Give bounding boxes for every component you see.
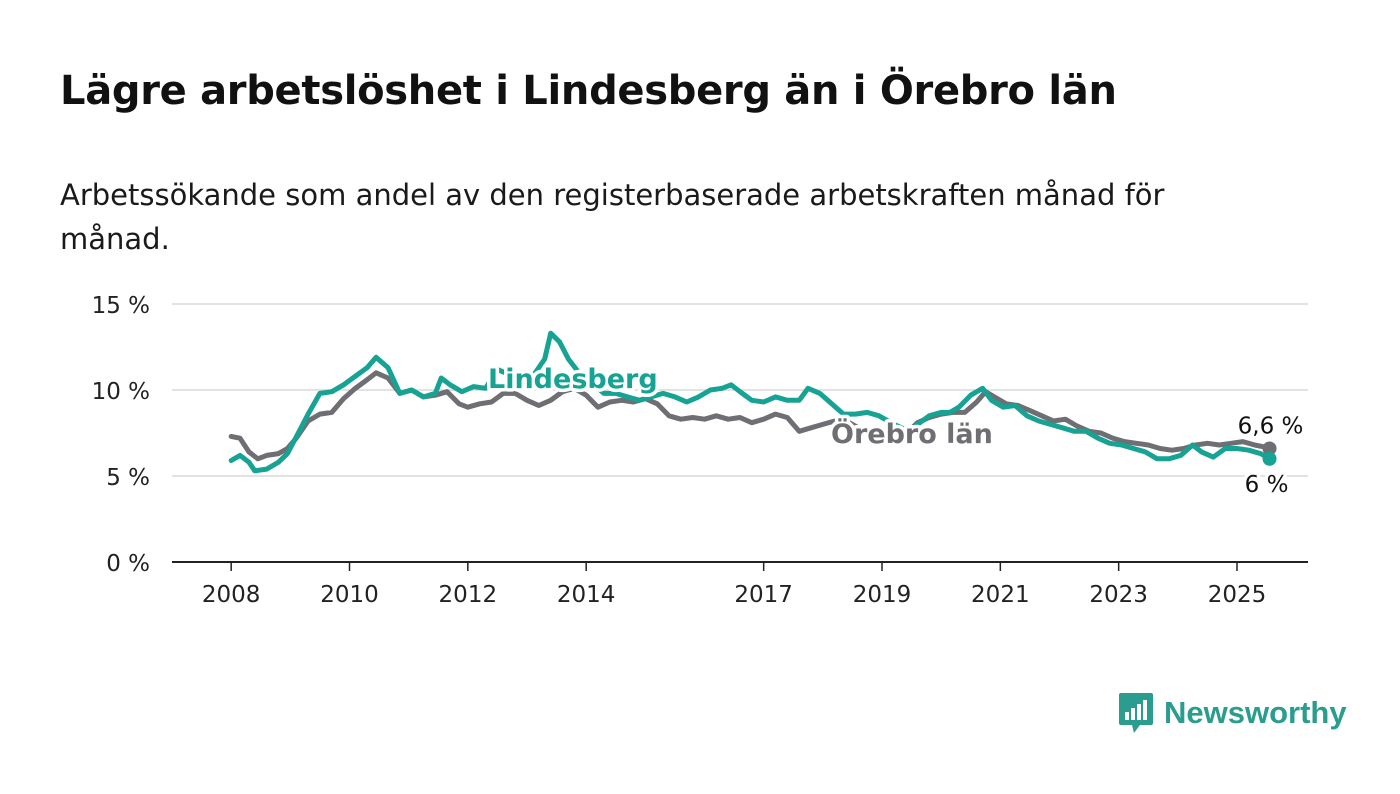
x-tick-label: 2021 <box>971 582 1030 608</box>
x-tick-label: 2017 <box>734 582 793 608</box>
brand-name: Newsworthy <box>1164 695 1347 730</box>
series-label-orebro: Örebro län <box>831 417 993 450</box>
gridlines <box>172 303 1308 563</box>
y-tick-label: 0 % <box>106 551 150 577</box>
x-tick-label: 2014 <box>557 582 616 608</box>
x-tick-label: 2008 <box>202 582 261 608</box>
x-tick-label: 2025 <box>1208 582 1267 608</box>
x-tick-label: 2010 <box>320 582 379 608</box>
end-label-lindesberg: 6 % <box>1245 472 1289 498</box>
series-lines <box>228 330 1277 474</box>
y-tick-label: 15 % <box>92 293 150 319</box>
axes: 0 % 5 % 10 % 15 % 2008 2010 2012 2014 2017 2019 20… <box>92 293 1267 608</box>
series-end-point-0 <box>1262 441 1277 456</box>
series-end-point-1 <box>1262 451 1277 466</box>
chart-subtitle: Arbetssökande som andel av den registerb… <box>60 178 1165 256</box>
series-line-1 <box>228 330 1272 474</box>
newsworthy-logo-icon <box>1119 693 1153 733</box>
x-tick-label: 2012 <box>439 582 498 608</box>
x-tick-label: 2019 <box>853 582 912 608</box>
brand-logo: Newsworthy <box>1118 690 1347 736</box>
series-label-lindesberg: Lindesberg <box>488 364 658 395</box>
x-tick-label: 2023 <box>1089 582 1148 608</box>
end-label-orebro: 6,6 % <box>1238 413 1304 439</box>
chart-title: Lägre arbetslöshet i Lindesberg än i Öre… <box>60 68 1117 114</box>
series-line-0 <box>228 370 1272 462</box>
series-labels: Lindesberg Örebro län 6,6 % 6 % <box>485 361 1307 502</box>
y-tick-label: 10 % <box>92 379 150 405</box>
y-tick-label: 5 % <box>106 465 150 491</box>
